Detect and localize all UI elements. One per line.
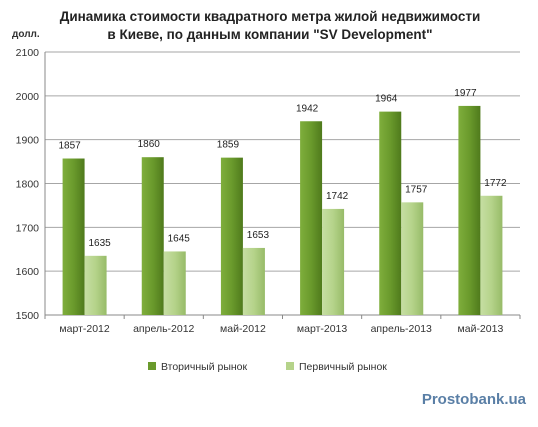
data-label: 1645 xyxy=(168,233,191,244)
x-tick-label: май-2012 xyxy=(220,323,266,335)
chart-title: Динамика стоимости квадратного метра жил… xyxy=(60,9,481,24)
bar-primary-market xyxy=(163,251,186,315)
data-label: 1859 xyxy=(217,140,240,151)
bar-primary-market xyxy=(480,195,503,315)
legend-swatch xyxy=(286,362,294,370)
bar-primary-market xyxy=(84,255,107,315)
y-tick-label: 2100 xyxy=(16,47,40,59)
legend: Вторичный рынок Первичный рынок xyxy=(148,361,387,373)
data-label: 1757 xyxy=(405,184,428,195)
bar-secondary-market xyxy=(379,111,402,315)
data-label: 1977 xyxy=(454,88,477,99)
y-tick-label: 2000 xyxy=(16,91,40,103)
data-label: 1857 xyxy=(58,141,81,152)
x-tick-label: май-2013 xyxy=(458,323,504,335)
watermark: Prostobank.ua xyxy=(422,391,527,408)
bar-secondary-market xyxy=(62,158,85,315)
bar-secondary-market xyxy=(220,157,243,315)
y-tick-label: 1600 xyxy=(16,266,40,278)
bar-secondary-market xyxy=(458,105,481,315)
data-label: 1942 xyxy=(296,103,319,114)
y-tick-label: 1700 xyxy=(16,222,40,234)
data-label: 1964 xyxy=(375,94,398,105)
y-tick-label: 1500 xyxy=(16,310,40,322)
bar-primary-market xyxy=(401,202,424,315)
bar-secondary-market xyxy=(141,157,164,315)
data-label: 1635 xyxy=(88,238,111,249)
bars xyxy=(62,105,503,315)
bar-primary-market xyxy=(242,247,265,315)
chart-subtitle: в Киеве, по данным компании "SV Developm… xyxy=(107,27,432,42)
bar-secondary-market xyxy=(300,121,323,315)
x-tick-label: апрель-2012 xyxy=(133,323,194,335)
data-label: 1860 xyxy=(138,139,161,150)
gridlines xyxy=(44,51,520,316)
x-tick-label: апрель-2013 xyxy=(371,323,432,335)
data-label: 1772 xyxy=(484,178,507,189)
legend-label: Вторичный рынок xyxy=(161,361,248,373)
y-axis-unit-label: долл. xyxy=(12,29,40,40)
data-label: 1742 xyxy=(326,191,349,202)
legend-swatch xyxy=(148,362,156,370)
x-tick-label: март-2012 xyxy=(59,323,109,335)
x-axis-ticks: март-2012 апрель-2012 май-2012 март-2013 апр… xyxy=(44,315,521,335)
legend-label: Первичный рынок xyxy=(299,361,387,373)
y-axis-ticks: 1500 1600 1700 1800 1900 2000 2100 xyxy=(16,47,40,322)
y-tick-label: 1900 xyxy=(16,135,40,147)
data-labels: 1857 1635 1860 1645 1859 1653 1942 1742 1964 1757… xyxy=(58,88,507,249)
y-tick-label: 1800 xyxy=(16,179,40,191)
data-label: 1653 xyxy=(247,230,270,241)
bar-primary-market xyxy=(322,208,345,315)
x-tick-label: март-2013 xyxy=(297,323,347,335)
